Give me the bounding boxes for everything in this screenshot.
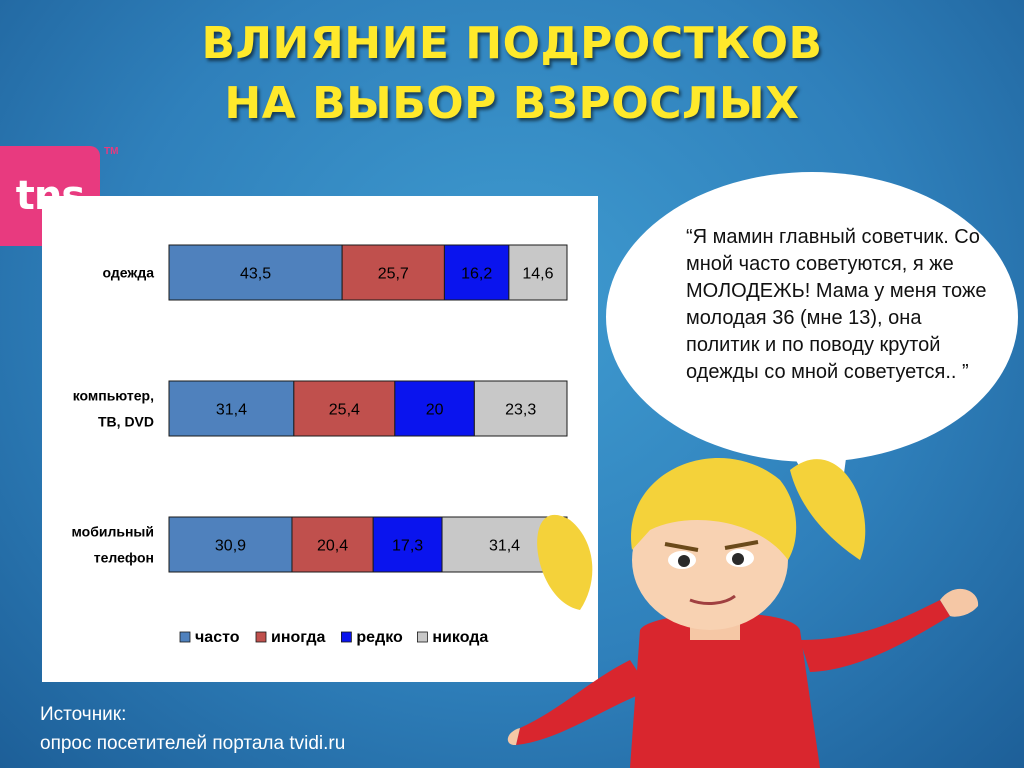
chart-panel: одежда 43,5 25,7 16,2 14,6 компьютер, ТВ, DVD 3… xyxy=(42,196,598,682)
trademark-mark: TM xyxy=(104,146,119,157)
bar-segment xyxy=(291,516,374,573)
data-label: 20,4 xyxy=(317,538,348,555)
legend-label: редко xyxy=(356,629,403,646)
data-label: 31,4 xyxy=(489,538,520,555)
bar-segment xyxy=(473,380,568,437)
data-label: 20 xyxy=(426,402,444,419)
legend-label: иногда xyxy=(271,629,325,646)
source-note: Источник: опрос посетителей портала tvid… xyxy=(40,700,345,758)
legend-swatch xyxy=(416,631,428,643)
stacked-bar-chart: одежда 43,5 25,7 16,2 14,6 компьютер, ТВ, DVD 3… xyxy=(72,244,568,646)
category-label: мобильный телефон xyxy=(72,524,155,566)
data-label: 31,4 xyxy=(216,402,247,419)
bar-segment xyxy=(372,516,443,573)
bar-segment xyxy=(443,244,510,301)
data-label: 30,9 xyxy=(215,538,246,555)
quote-text: “Я мамин главный советчик. Со мной часто… xyxy=(686,226,987,383)
title-line-1: ВЛИЯНИЕ ПОДРОСТКОВ xyxy=(201,18,823,69)
bar-segment xyxy=(394,380,475,437)
data-label: 25,7 xyxy=(378,266,409,283)
data-label: 14,6 xyxy=(522,266,553,283)
category-label: одежда xyxy=(103,265,155,281)
legend-swatch xyxy=(255,631,267,643)
category-label: компьютер, ТВ, DVD xyxy=(73,388,154,430)
source-label: Источник: xyxy=(40,704,127,725)
bar-segment xyxy=(508,244,568,301)
page-title: ВЛИЯНИЕ ПОДРОСТКОВ НА ВЫБОР ВЗРОСЛЫХ xyxy=(0,14,1024,134)
bar-segment xyxy=(168,516,293,573)
legend-label: никода xyxy=(432,629,488,646)
legend-swatch xyxy=(340,631,352,643)
data-label: 16,2 xyxy=(461,266,492,283)
data-label: 43,5 xyxy=(240,266,271,283)
legend-swatch xyxy=(179,631,191,643)
source-text: опрос посетителей портала tvidi.ru xyxy=(40,733,346,754)
title-line-2: НА ВЫБОР ВЗРОСЛЫХ xyxy=(224,78,800,129)
speech-bubble xyxy=(606,172,1018,462)
legend-label: часто xyxy=(195,629,240,646)
bar-segment xyxy=(168,244,343,301)
cartoon-girl-illustration xyxy=(507,457,979,768)
bar-segment xyxy=(168,380,295,437)
data-label: 17,3 xyxy=(392,538,423,555)
data-label: 25,4 xyxy=(329,402,360,419)
data-label: 23,3 xyxy=(505,402,536,419)
